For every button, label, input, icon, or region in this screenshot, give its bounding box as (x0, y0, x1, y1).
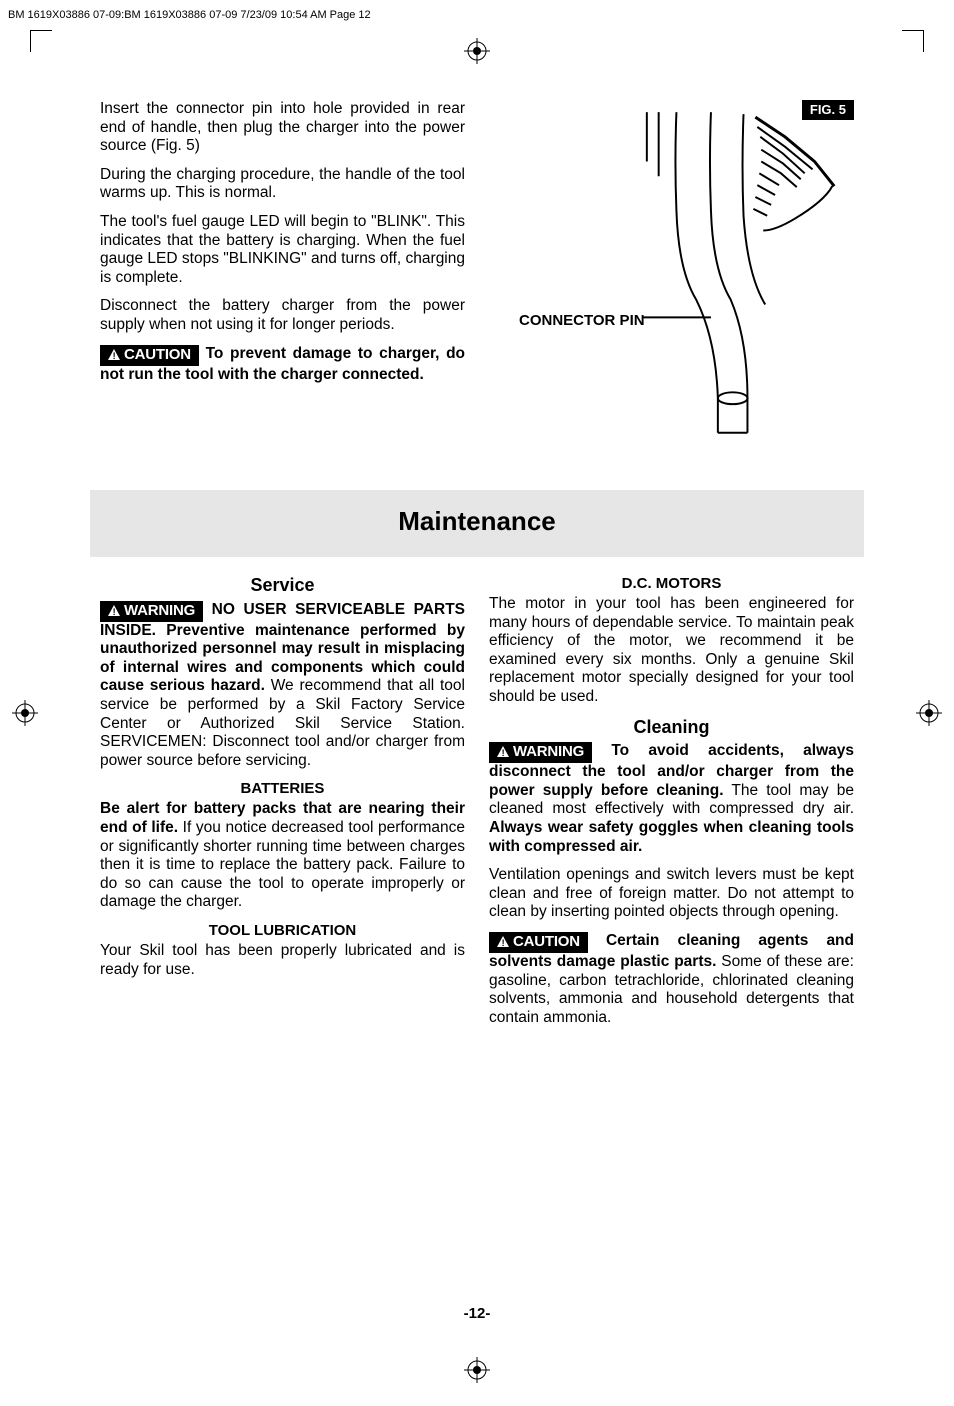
service-heading: Service (100, 575, 465, 597)
cleaning-heading: Cleaning (489, 717, 854, 739)
crop-mark (30, 30, 52, 52)
lubrication-body: Your Skil tool has been properly lubrica… (100, 942, 465, 979)
svg-text:!: ! (502, 748, 505, 757)
connector-pin-label: CONNECTOR PIN (519, 312, 645, 330)
paragraph: Insert the connector pin into hole provi… (100, 100, 465, 156)
caution-badge: ! CAUTION (100, 345, 199, 366)
caution-label: CAUTION (513, 933, 580, 950)
warning-triangle-icon: ! (497, 936, 509, 947)
batteries-body: Be alert for battery packs that are near… (100, 800, 465, 912)
warning-triangle-icon: ! (108, 349, 120, 360)
lubrication-heading: TOOL LUBRICATION (100, 922, 465, 940)
cleaning-bold-2: Always wear safety goggles when cleaning… (489, 819, 854, 855)
warning-badge: ! WARNING (100, 601, 203, 622)
svg-text:!: ! (113, 351, 116, 360)
page-number: -12- (464, 1305, 491, 1322)
page-content: Insert the connector pin into hole provi… (100, 100, 854, 1037)
paragraph: Disconnect the battery charger from the … (100, 297, 465, 334)
registration-mark-icon (464, 1357, 490, 1388)
warning-triangle-icon: ! (497, 746, 509, 757)
warning-badge: ! WARNING (489, 742, 592, 763)
right-column-top: FIG. 5 (489, 100, 854, 440)
cleaning-body: ! WARNING To avoid accidents, always dis… (489, 742, 854, 856)
maintenance-heading-band: Maintenance (90, 490, 864, 557)
tool-handle-illustration (489, 100, 854, 440)
registration-mark-icon (464, 38, 490, 69)
dc-motors-body: The motor in your tool has been engineer… (489, 595, 854, 707)
dc-motors-heading: D.C. MOTORS (489, 575, 854, 593)
maintenance-heading: Maintenance (90, 506, 864, 537)
registration-mark-icon (12, 700, 38, 731)
paragraph: During the charging procedure, the handl… (100, 166, 465, 203)
service-body: ! WARNING NO USER SERVICE­ABLE PARTS INS… (100, 601, 465, 771)
left-column-top: Insert the connector pin into hole provi… (100, 100, 465, 440)
svg-text:!: ! (113, 607, 116, 616)
caution-label: CAUTION (124, 346, 191, 363)
print-header: BM 1619X03886 07-09:BM 1619X03886 07-09 … (0, 0, 954, 30)
caution-badge: ! CAUTION (489, 932, 588, 953)
warning-triangle-icon: ! (108, 605, 120, 616)
batteries-heading: BATTERIES (100, 780, 465, 798)
svg-text:!: ! (502, 938, 505, 947)
registration-mark-icon (916, 700, 942, 731)
paragraph: The tool's fuel gauge LED will begin to … (100, 213, 465, 287)
crop-mark (902, 30, 924, 52)
warning-label: WARNING (513, 743, 584, 760)
maintenance-right-column: D.C. MOTORS The motor in your tool has b… (489, 575, 854, 1037)
maintenance-left-column: Service ! WARNING NO USER SERVICE­ABLE P… (100, 575, 465, 1037)
caution-block: ! CAUTION Certain cleaning agents and so… (489, 932, 854, 1027)
cleaning-p2: Ventilation openings and switch levers m… (489, 866, 854, 922)
figure-label: FIG. 5 (802, 100, 854, 120)
caution-block: ! CAUTION To prevent damage to charger, … (100, 345, 465, 385)
warning-label: WARNING (124, 602, 195, 619)
figure-5: FIG. 5 (489, 100, 854, 440)
